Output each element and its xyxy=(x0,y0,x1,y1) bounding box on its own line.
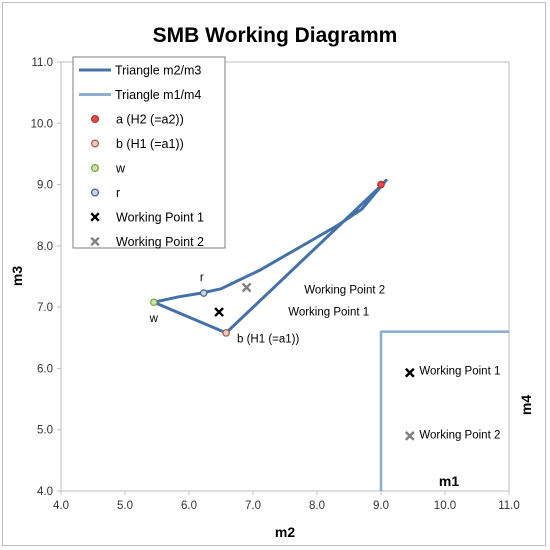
y-tick-label: 4.0 xyxy=(37,486,53,498)
legend: Triangle m2/m3 Triangle m1/m4 a (H2 (=a2))… xyxy=(72,56,226,249)
annotation-label: b (H1 (=a1)) xyxy=(237,334,299,346)
data-point-7-0 xyxy=(241,282,252,293)
data-point-6-1-stroke-b xyxy=(404,367,415,378)
legend-label-3: b (H1 (=a1)) xyxy=(116,137,184,151)
m4-axis-label: m4 xyxy=(518,395,534,415)
x-tick-label: 9.0 xyxy=(373,500,389,512)
series-line-1 xyxy=(379,330,509,491)
legend-swatch-4 xyxy=(90,164,99,173)
annotation-label: Working Point 1 xyxy=(419,366,500,378)
annotation-label: w xyxy=(149,313,159,325)
data-point-5-0 xyxy=(199,289,208,297)
x-tick-label: 7.0 xyxy=(245,500,261,512)
legend-swatch-7 xyxy=(90,236,100,247)
legend-swatch-5 xyxy=(90,188,99,197)
m1-axis-label: m1 xyxy=(439,473,459,489)
data-point-6-0 xyxy=(214,307,224,317)
y-tick-label: 5.0 xyxy=(37,425,53,437)
data-point-3-0 xyxy=(222,329,230,337)
x-axis-label: m2 xyxy=(275,524,295,540)
legend-swatch-2 xyxy=(90,114,99,123)
legend-label-5: r xyxy=(116,186,120,200)
x-tick-label: 5.0 xyxy=(117,500,133,512)
legend-swatch-3 xyxy=(90,139,99,148)
y-tick-label: 8.0 xyxy=(37,241,53,253)
legend-label-2: a (H2 (=a2)) xyxy=(116,113,184,127)
x-tick-label: 11.0 xyxy=(498,500,520,512)
legend-swatch-7-stroke-b xyxy=(90,236,100,247)
y-tick-label: 7.0 xyxy=(37,302,53,314)
y-tick-label: 9.0 xyxy=(37,180,53,192)
legend-box xyxy=(72,56,226,249)
data-point-6-0-stroke-b xyxy=(214,307,224,317)
data-point-6-1 xyxy=(404,367,415,378)
y-tick-label: 6.0 xyxy=(37,363,53,375)
x-tick-label: 4.0 xyxy=(53,500,69,512)
annotation-label: Working Point 2 xyxy=(419,429,500,441)
y-axis-label: m3 xyxy=(9,266,25,286)
x-tick-label: 8.0 xyxy=(309,500,325,512)
legend-label-6: Working Point 1 xyxy=(116,211,204,225)
data-point-4-0 xyxy=(150,298,158,307)
legend-label-0: Triangle m2/m3 xyxy=(115,64,201,78)
legend-swatch-6-stroke-b xyxy=(90,212,100,222)
x-tick-label: 6.0 xyxy=(181,500,197,512)
annotation-label: r xyxy=(200,272,204,284)
legend-label-4: w xyxy=(115,162,126,176)
data-point-7-0-stroke-b xyxy=(241,282,252,293)
legend-label-1: Triangle m1/m4 xyxy=(115,88,201,102)
y-tick-label: 10.0 xyxy=(31,118,53,130)
data-point-7-1 xyxy=(404,430,415,441)
y-tick-label: 11.0 xyxy=(31,57,53,69)
annotation-label: Working Point 1 xyxy=(288,307,369,319)
x-tick-label: 10.0 xyxy=(434,500,456,512)
data-point-7-1-stroke-b xyxy=(404,430,415,441)
annotation-label: Working Point 2 xyxy=(304,285,385,297)
legend-swatch-6 xyxy=(90,212,100,222)
data-point-2-0 xyxy=(377,180,385,189)
legend-label-7: Working Point 2 xyxy=(116,235,204,249)
chart-title: SMB Working Diagramm xyxy=(153,24,398,47)
